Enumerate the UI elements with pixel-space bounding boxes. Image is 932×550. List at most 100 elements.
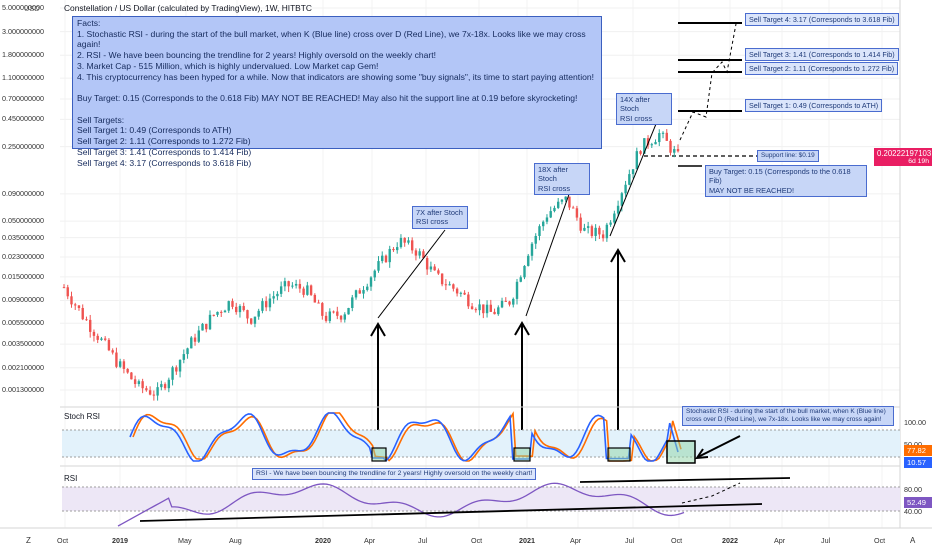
note-buy-target[interactable]: Buy Target: 0.15 (Corresponds to the 0.6… xyxy=(705,165,867,197)
note-sell-target-3[interactable]: Sell Target 3: 1.41 (Corresponds to 1.41… xyxy=(745,48,899,61)
candle-body xyxy=(171,367,174,380)
candle-body xyxy=(306,285,309,295)
candle-body xyxy=(410,240,414,251)
candle-body xyxy=(328,311,332,321)
candle-body xyxy=(392,248,395,251)
candle-body xyxy=(287,281,290,287)
candle-body xyxy=(478,304,481,311)
time-tick-label: Jul xyxy=(418,536,428,545)
rsi-level-80: 80.00 xyxy=(904,485,922,494)
candle-body xyxy=(107,339,111,351)
candle-body xyxy=(425,258,429,270)
candle-body xyxy=(470,306,474,310)
note-rsi-trendline[interactable]: RSI - We have been bouncing the trendlin… xyxy=(252,468,537,481)
candle-body xyxy=(141,381,144,389)
candle-body xyxy=(609,222,612,225)
time-tick-label: Apr xyxy=(570,536,582,545)
candle-body xyxy=(227,301,230,311)
candle-body xyxy=(272,296,275,299)
time-tick-label: Oct xyxy=(57,536,69,545)
candle-body xyxy=(605,224,609,239)
candle-body xyxy=(527,255,530,266)
candle-body xyxy=(384,255,388,263)
note-7x-cross[interactable]: 7X after Stoch RSI cross xyxy=(412,206,468,229)
candle-body xyxy=(186,348,189,355)
candle-body xyxy=(538,226,541,236)
candle-body xyxy=(586,226,590,228)
rsi-line xyxy=(117,482,685,527)
candle-body xyxy=(212,314,215,316)
timezone-icon[interactable]: Z xyxy=(26,536,31,545)
stoch-level-100: 100.00 xyxy=(904,418,926,427)
candle-body xyxy=(190,337,193,349)
candle-body xyxy=(485,304,489,314)
candle-body xyxy=(504,300,507,302)
candle-body xyxy=(208,314,212,330)
candle-body xyxy=(257,310,260,317)
candle-body xyxy=(291,285,294,287)
candle-body xyxy=(111,350,114,353)
candle-body xyxy=(294,283,298,286)
note-sell-target-4[interactable]: Sell Target 4: 3.17 (Corresponds to 3.61… xyxy=(745,13,899,26)
candle-body xyxy=(661,132,665,134)
time-tick-label: 2022 xyxy=(722,536,738,545)
candle-body xyxy=(433,266,436,271)
auto-scale-button[interactable]: A xyxy=(910,536,916,545)
candle-body xyxy=(508,301,511,305)
candle-body xyxy=(66,287,69,297)
candle-body xyxy=(381,255,384,262)
candle-body xyxy=(598,227,601,235)
candle-body xyxy=(512,298,515,305)
candle-body xyxy=(414,250,418,256)
candle-body xyxy=(455,288,459,294)
candle-body xyxy=(650,144,653,146)
candle-body xyxy=(407,240,410,243)
note-support-line[interactable]: Support line: $0.19 xyxy=(757,150,819,162)
candle-body xyxy=(452,284,455,289)
candle-body xyxy=(676,149,680,152)
candle-body xyxy=(616,205,620,214)
cross-highlight-2021b xyxy=(607,447,631,462)
candle-body xyxy=(613,213,616,223)
candle-body xyxy=(643,138,646,154)
candle-body xyxy=(62,287,66,289)
candle-body xyxy=(448,284,451,286)
rally-line-2021a xyxy=(525,182,574,317)
candle-body xyxy=(193,337,197,342)
candle-body xyxy=(444,284,448,286)
bar-countdown: 6d 19h xyxy=(908,158,929,165)
candle-body xyxy=(440,273,444,285)
candle-body xyxy=(564,196,567,200)
candle-body xyxy=(658,133,661,143)
note-14x-cross[interactable]: 14X after Stoch RSI cross xyxy=(616,93,672,125)
candle-body xyxy=(594,227,597,236)
candle-body xyxy=(358,290,361,294)
note-sell-target-1[interactable]: Sell Target 1: 0.49 (Corresponds to ATH) xyxy=(745,99,883,112)
candle-body xyxy=(163,384,167,389)
candle-body xyxy=(571,207,575,209)
stoch-level-50: 50.00 xyxy=(904,440,922,449)
candle-body xyxy=(542,221,545,227)
stoch-d-value: 10.57 xyxy=(904,457,932,468)
candle-body xyxy=(530,243,534,256)
candle-body xyxy=(474,309,478,311)
candle-body xyxy=(579,217,582,231)
candle-body xyxy=(332,311,335,313)
candle-body xyxy=(500,300,504,308)
candle-body xyxy=(85,319,88,321)
note-sell-target-2[interactable]: Sell Target 2: 1.11 (Corresponds to 1.27… xyxy=(745,62,899,75)
rsi-band xyxy=(62,487,900,511)
candle-body xyxy=(654,142,657,145)
note-18x-cross[interactable]: 18X after Stoch RSI cross xyxy=(534,163,590,195)
candle-body xyxy=(489,304,493,312)
candle-body xyxy=(249,318,253,324)
note-stoch-rsi[interactable]: Stochastic RSI - during the start of the… xyxy=(682,406,894,427)
candle-body xyxy=(422,251,425,259)
projected-path xyxy=(679,23,737,141)
candle-body xyxy=(399,237,403,248)
candle-body xyxy=(175,367,178,372)
time-tick-label: May xyxy=(178,536,192,545)
candle-body xyxy=(336,311,339,316)
facts-note[interactable]: Facts: 1. Stochastic RSI - during the st… xyxy=(72,16,602,168)
rsi-title: RSI xyxy=(64,474,78,483)
